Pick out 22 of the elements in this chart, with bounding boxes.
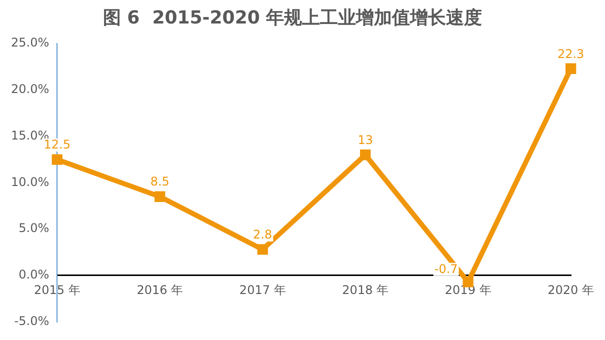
point [52,154,62,165]
data-label: -0.7 [434,262,458,276]
point [257,244,268,255]
x-tick-label: 2020 年 [548,282,594,297]
y-tick-label: -5.0% [14,314,50,328]
point [360,150,371,160]
x-tick-label: 2018 年 [342,282,389,297]
point [565,63,576,74]
y-tick-label: 0.0% [18,268,50,282]
chart-title: 图 6 2015-2020 年规上工业增加值增长速度 [102,7,482,28]
x-tick-label: 2017 年 [239,282,286,297]
data-label: 8.5 [150,174,170,189]
y-tick-label: 25.0% [10,36,50,50]
y-tick-label: 20.0% [10,82,50,96]
x-tick-label: 2016 年 [136,282,184,297]
point [154,191,166,202]
data-label: 13 [358,133,373,148]
data-label: 2.8 [253,228,272,242]
y-tick-label: 10.0% [10,174,50,189]
y-tick-label: 5.0% [18,221,50,236]
data-label: 12.5 [44,138,70,152]
data-label: 22.3 [557,46,584,61]
